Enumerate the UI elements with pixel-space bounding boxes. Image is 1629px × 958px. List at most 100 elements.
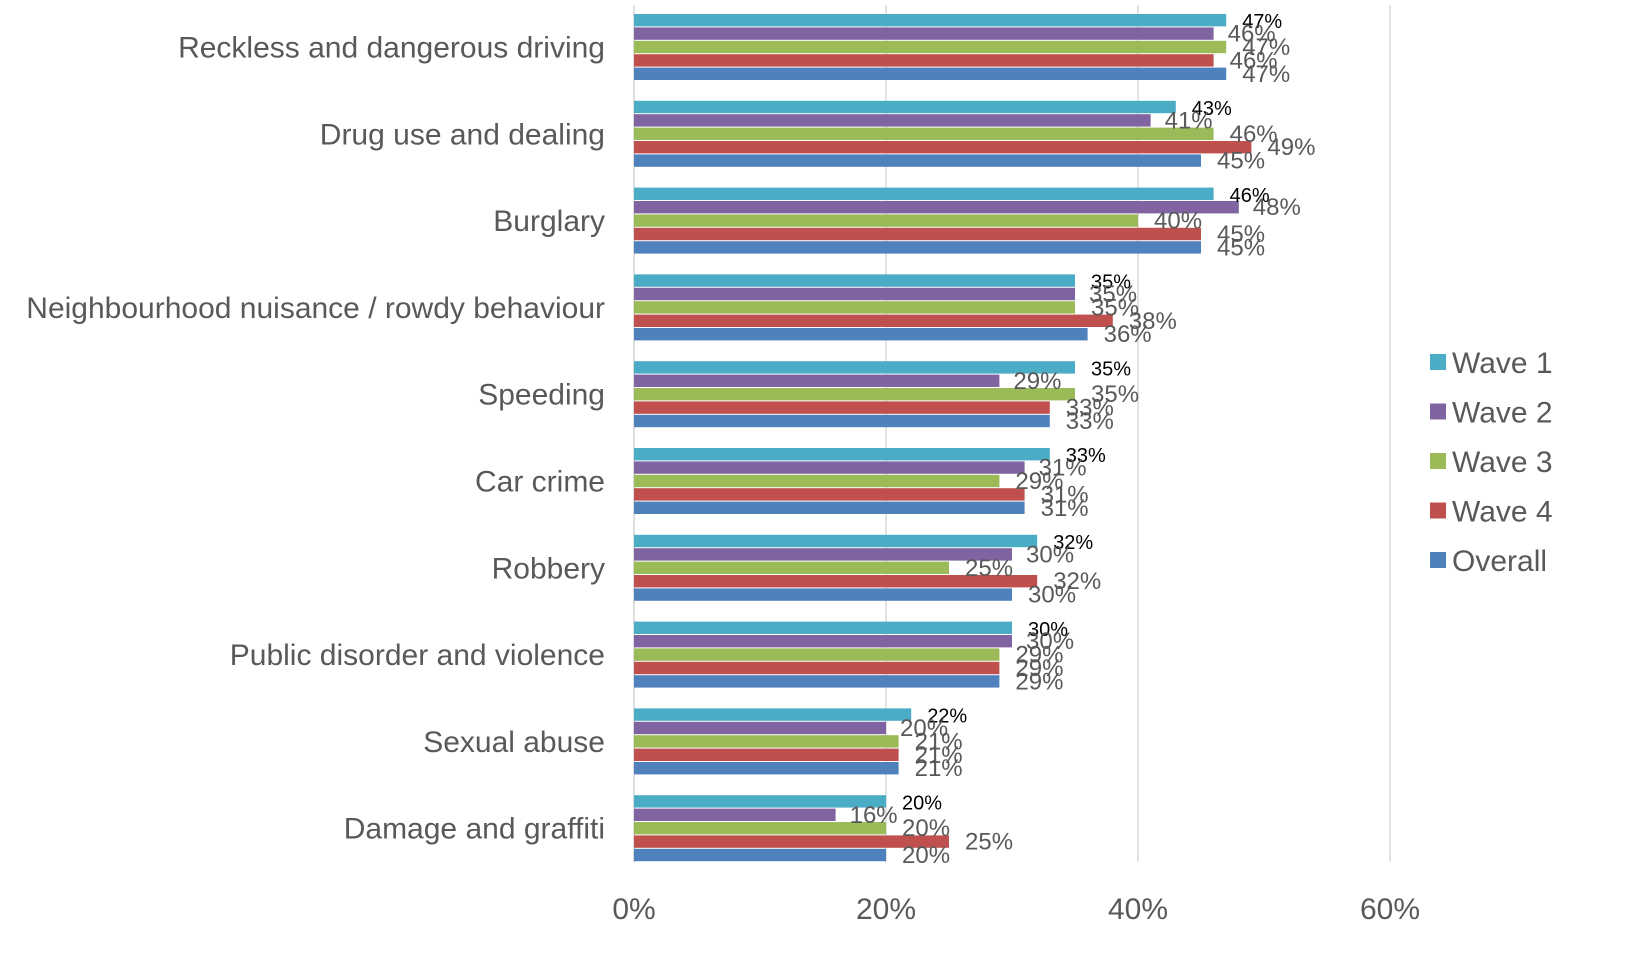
bar bbox=[634, 575, 1038, 588]
data-label: 47% bbox=[1242, 34, 1290, 61]
data-labels: 47%46%47%46%47%43%41% 46%49%45%46%48%40% 4… bbox=[850, 11, 1316, 869]
bar bbox=[634, 374, 1000, 387]
legend-label: Wave 2 bbox=[1452, 397, 1553, 430]
category-label: Reckless and dangerous driving bbox=[178, 32, 605, 65]
bar bbox=[634, 40, 1227, 54]
data-label: 31% bbox=[1039, 455, 1087, 482]
bar bbox=[634, 448, 1050, 461]
bar bbox=[634, 501, 1025, 514]
data-label: 33% bbox=[1066, 395, 1114, 422]
data-label: 45% bbox=[1217, 234, 1265, 261]
data-label: 20% bbox=[902, 842, 950, 869]
bar bbox=[634, 361, 1075, 374]
bar bbox=[634, 648, 1000, 661]
bar bbox=[634, 314, 1113, 327]
data-label: 35% bbox=[1091, 272, 1131, 294]
legend-swatch bbox=[1430, 453, 1446, 469]
bar bbox=[634, 548, 1012, 561]
bar bbox=[634, 822, 886, 835]
data-label: 47% bbox=[1242, 11, 1282, 33]
bar bbox=[634, 27, 1214, 40]
x-tick-label: 40% bbox=[1108, 893, 1168, 926]
bar bbox=[634, 661, 1000, 675]
bar bbox=[634, 808, 836, 821]
data-label: 35% bbox=[1091, 381, 1139, 408]
data-label: 40% bbox=[1154, 208, 1202, 235]
legend-label: Wave 3 bbox=[1452, 446, 1553, 479]
category-label: Car crime bbox=[475, 466, 605, 499]
legend-label: Wave 1 bbox=[1452, 347, 1553, 380]
legend-item: Wave 3 bbox=[1430, 446, 1553, 479]
value-axis-ticks: 0% 20% 40% 60% bbox=[612, 893, 1420, 926]
bar bbox=[634, 227, 1201, 241]
data-label: 29% bbox=[1013, 368, 1061, 395]
data-label: 22% bbox=[927, 706, 967, 728]
bar bbox=[634, 154, 1201, 167]
bar bbox=[634, 287, 1075, 301]
bar bbox=[634, 187, 1214, 200]
bar bbox=[634, 735, 899, 748]
bar bbox=[634, 762, 899, 775]
data-label: 32% bbox=[1053, 568, 1101, 595]
category-label: Sexual abuse bbox=[423, 726, 605, 759]
data-label: 20% bbox=[900, 715, 948, 742]
data-label: 30% bbox=[1028, 582, 1076, 609]
legend: Wave 1 Wave 2 Wave 3 Wave 4 Overall bbox=[1430, 347, 1553, 578]
data-label: 32% bbox=[1053, 532, 1093, 554]
bar bbox=[634, 635, 1012, 648]
legend-swatch bbox=[1430, 403, 1446, 420]
data-label: 29% bbox=[1015, 642, 1063, 669]
data-label: 46% bbox=[1230, 121, 1278, 148]
bar bbox=[634, 328, 1088, 341]
data-label: 43% bbox=[1192, 98, 1232, 120]
bar bbox=[634, 534, 1038, 548]
data-label: 45% bbox=[1217, 221, 1265, 248]
bar bbox=[634, 561, 949, 574]
bar bbox=[634, 388, 1075, 401]
data-label: 46% bbox=[1230, 47, 1278, 74]
category-label: Damage and graffiti bbox=[344, 813, 605, 846]
data-label: 47% bbox=[1242, 61, 1290, 88]
data-label: 33% bbox=[1066, 445, 1106, 467]
bar bbox=[634, 474, 1000, 488]
legend-label: Wave 4 bbox=[1452, 496, 1553, 529]
data-label: 16% bbox=[850, 802, 898, 829]
data-label: 35% bbox=[1091, 294, 1139, 321]
category-label: Drug use and dealing bbox=[320, 118, 605, 151]
x-tick-label: 20% bbox=[856, 893, 916, 926]
bar bbox=[634, 621, 1012, 634]
x-tick-label: 0% bbox=[612, 893, 655, 926]
data-label: 35% bbox=[1089, 281, 1137, 308]
category-label: Public disorder and violence bbox=[230, 639, 605, 672]
x-tick-label: 60% bbox=[1360, 893, 1420, 926]
category-label: Speeding bbox=[478, 379, 605, 412]
bar bbox=[634, 301, 1075, 314]
bar bbox=[634, 461, 1025, 474]
data-label: 30% bbox=[1026, 628, 1074, 655]
legend-item: Wave 4 bbox=[1430, 496, 1553, 529]
bar bbox=[634, 488, 1025, 501]
bar bbox=[634, 748, 899, 761]
bar bbox=[634, 414, 1050, 428]
bar bbox=[634, 141, 1252, 154]
bar bbox=[634, 127, 1214, 140]
legend-swatch bbox=[1430, 552, 1446, 568]
data-label: 30% bbox=[1026, 541, 1074, 568]
bar bbox=[634, 114, 1151, 127]
data-label: 20% bbox=[902, 792, 942, 814]
data-label: 30% bbox=[1028, 619, 1068, 641]
bar bbox=[634, 14, 1227, 27]
data-label: 31% bbox=[1041, 481, 1089, 508]
legend-item: Wave 1 bbox=[1430, 347, 1553, 380]
bar bbox=[634, 708, 912, 721]
bar bbox=[634, 675, 1000, 688]
data-label: 25% bbox=[965, 555, 1013, 582]
legend-item: Overall bbox=[1430, 545, 1547, 578]
legend-swatch bbox=[1430, 502, 1446, 519]
bars bbox=[634, 14, 1252, 862]
category-label: Robbery bbox=[492, 552, 605, 585]
data-label: 25% bbox=[965, 829, 1013, 856]
data-label: 46% bbox=[1228, 21, 1276, 48]
data-label: 20% bbox=[902, 815, 950, 842]
